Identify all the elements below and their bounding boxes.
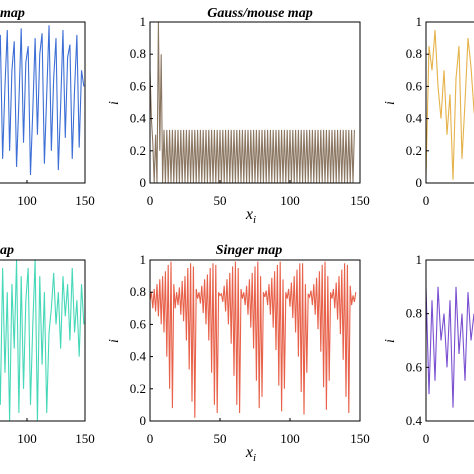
panel-bottom-right-x-ticks: 0 (423, 418, 430, 446)
x-tick-label: 100 (280, 431, 300, 446)
panel-top-right-frame (425, 21, 474, 184)
panel-bottom-right-frame (425, 259, 474, 422)
y-tick-label: 0.8 (130, 284, 146, 299)
panel-bottom-right-y-label: i (383, 339, 398, 343)
panel-bottom-right-plot (426, 286, 474, 408)
panel-gauss-mouse-frame (149, 21, 361, 184)
x-tick-label: 150 (75, 431, 95, 446)
y-tick-label: 0.2 (406, 143, 422, 158)
panel-top-left: map 100 150 (0, 6, 95, 208)
panel-bottom-left-title: ap (0, 243, 14, 258)
panel-gauss-mouse-x-ticks: 0 50 100 150 (147, 180, 370, 208)
series-line (426, 286, 474, 408)
x-tick-label: 0 (423, 431, 430, 446)
panel-bottom-left-x-ticks: 100 150 (17, 418, 95, 446)
panel-bottom-right-y-ticks: 0.4 0.6 0.8 1 (406, 252, 429, 428)
y-tick-label: 0 (140, 175, 147, 190)
x-tick-label: 100 (280, 193, 300, 208)
y-tick-label: 1 (140, 252, 147, 267)
panel-top-right-y-label: i (383, 101, 398, 105)
x-tick-label: 100 (17, 431, 37, 446)
panel-gauss-mouse-x-label-sub: i (253, 214, 256, 226)
y-tick-label: 1 (416, 14, 423, 29)
y-tick-label: 0.6 (130, 316, 147, 331)
series-line (150, 22, 355, 183)
panel-gauss-mouse-title: Gauss/mouse map (207, 6, 312, 21)
y-tick-label: 0.4 (406, 413, 423, 428)
panel-bottom-right: 0 0.4 0.6 0.8 1 i (383, 252, 474, 446)
panel-singer-x-label-sub: i (253, 452, 256, 464)
y-tick-label: 0.8 (406, 306, 422, 321)
y-tick-label: 0.4 (406, 111, 423, 126)
panel-singer-title: Singer map (216, 243, 283, 258)
y-tick-label: 0 (416, 175, 423, 190)
panel-top-right: 0 0 0.2 0.4 0.6 0.8 1 i (383, 14, 474, 208)
panel-singer-frame (149, 259, 361, 422)
panel-top-left-x-ticks: 100 150 (17, 180, 95, 208)
panel-gauss-mouse-y-label: i (107, 101, 122, 105)
panel-bottom-left-plot (0, 260, 85, 421)
panel-top-right-x-ticks: 0 (423, 180, 430, 208)
y-tick-label: 0.2 (130, 143, 146, 158)
panel-bottom-left: ap 100 150 (0, 243, 95, 446)
panel-singer-plot (150, 261, 357, 418)
panel-singer-y-label: i (107, 339, 122, 343)
panel-top-left-plot (0, 25, 85, 175)
panel-top-right-plot (426, 30, 474, 180)
x-tick-label: 150 (350, 431, 370, 446)
y-tick-label: 0.6 (130, 78, 147, 93)
panel-singer-x-label-main: x (245, 444, 253, 461)
panel-singer-x-ticks: 0 50 100 150 (147, 418, 370, 446)
x-tick-label: 0 (147, 431, 154, 446)
x-tick-label: 50 (214, 431, 227, 446)
series-line (0, 260, 85, 421)
panel-singer: Singer map 0 50 100 150 00.20.40.60.81 i xi (107, 243, 370, 464)
x-tick-label: 0 (147, 193, 154, 208)
y-tick-label: 0.6 (406, 78, 423, 93)
panel-singer-x-label: xi (245, 444, 256, 464)
panel-gauss-mouse-y-ticks: 0 0.2 0.4 0.6 0.8 1 (130, 14, 153, 190)
y-tick-label: 0.2 (130, 381, 146, 396)
y-tick-label: 0.4 (130, 349, 147, 364)
x-tick-label: 150 (350, 193, 370, 208)
series-line (150, 261, 357, 418)
series-line (0, 25, 85, 175)
y-tick-label: 0.8 (406, 46, 422, 61)
x-tick-label: 150 (75, 193, 95, 208)
panel-gauss-mouse-plot (150, 22, 355, 183)
x-tick-label: 0 (423, 193, 430, 208)
y-tick-label: 0.4 (130, 111, 147, 126)
x-tick-label: 50 (214, 193, 227, 208)
panel-top-left-title: map (0, 6, 25, 21)
panel-singer-y-ticks: 0 0.2 0.4 0.6 0.8 1 (130, 252, 153, 428)
panel-top-right-y-ticks: 0 0.2 0.4 0.6 0.8 1 (406, 14, 429, 190)
y-tick-label: 1 (416, 252, 423, 267)
y-tick-label: 0 (140, 413, 147, 428)
panel-gauss-mouse: Gauss/mouse map 0 50 100 150 0 0.2 0.4 0.6 0.8 1… (107, 6, 370, 226)
y-tick-label: 0.6 (406, 359, 423, 374)
y-tick-label: 1 (140, 14, 147, 29)
panel-top-left-frame (0, 21, 86, 184)
series-line (426, 30, 474, 180)
y-tick-label: 0.8 (130, 46, 146, 61)
panel-bottom-left-frame (0, 259, 86, 422)
panel-gauss-mouse-x-label-main: x (245, 206, 253, 223)
x-tick-label: 100 (17, 193, 37, 208)
panel-gauss-mouse-x-label: xi (245, 206, 256, 226)
